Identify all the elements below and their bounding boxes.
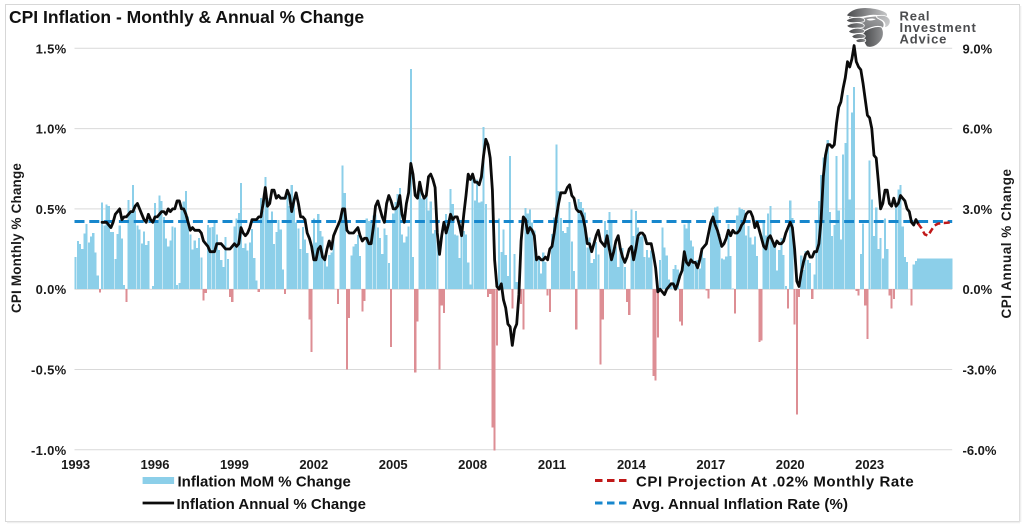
svg-text:2002: 2002 [299,457,328,472]
svg-text:CPI Annual % Change: CPI Annual % Change [999,168,1014,318]
svg-text:CPI Monthly % Change: CPI Monthly % Change [9,163,24,313]
svg-text:2020: 2020 [776,457,805,472]
svg-text:2023: 2023 [855,457,884,472]
svg-text:1.0%: 1.0% [36,122,67,137]
svg-text:-1.0%: -1.0% [31,443,67,458]
svg-text:2005: 2005 [379,457,408,472]
svg-text:Advice: Advice [900,32,948,47]
svg-text:CPI Projection At .02% Monthly: CPI Projection At .02% Monthly Rate [636,473,914,490]
svg-text:3.0%: 3.0% [963,202,993,217]
svg-text:Real: Real [900,8,931,23]
svg-text:6.0%: 6.0% [963,122,993,137]
svg-text:-3.0%: -3.0% [963,363,997,378]
svg-text:2014: 2014 [617,457,647,472]
svg-text:9.0%: 9.0% [963,41,993,56]
svg-text:-6.0%: -6.0% [963,443,997,458]
svg-text:Avg. Annual Inflation Rate (%): Avg. Annual Inflation Rate (%) [632,496,848,513]
svg-text:Investment: Investment [900,20,977,35]
svg-text:-0.5%: -0.5% [31,363,67,378]
svg-text:1999: 1999 [220,457,249,472]
svg-text:Inflation Annual % Change: Inflation Annual % Change [177,496,366,513]
svg-text:2011: 2011 [538,457,566,472]
svg-text:Inflation MoM % Change: Inflation MoM % Change [178,473,351,490]
svg-text:CPI Inflation - Monthly & Annu: CPI Inflation - Monthly & Annual % Chang… [9,7,364,27]
svg-text:1996: 1996 [141,457,170,472]
svg-text:0.0%: 0.0% [963,282,993,297]
svg-text:2008: 2008 [458,457,487,472]
svg-text:1993: 1993 [61,457,90,472]
svg-text:2017: 2017 [696,457,725,472]
svg-text:0.5%: 0.5% [36,202,67,217]
svg-text:0.0%: 0.0% [36,282,67,297]
svg-text:1.5%: 1.5% [36,41,67,56]
